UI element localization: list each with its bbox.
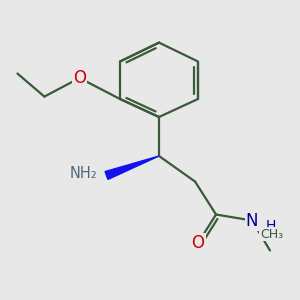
Text: O: O: [73, 69, 86, 87]
Text: H: H: [266, 219, 276, 233]
Text: O: O: [191, 234, 205, 252]
Text: N: N: [246, 212, 258, 230]
Text: CH₃: CH₃: [260, 227, 283, 241]
Polygon shape: [105, 156, 159, 179]
Text: NH₂: NH₂: [70, 167, 98, 182]
